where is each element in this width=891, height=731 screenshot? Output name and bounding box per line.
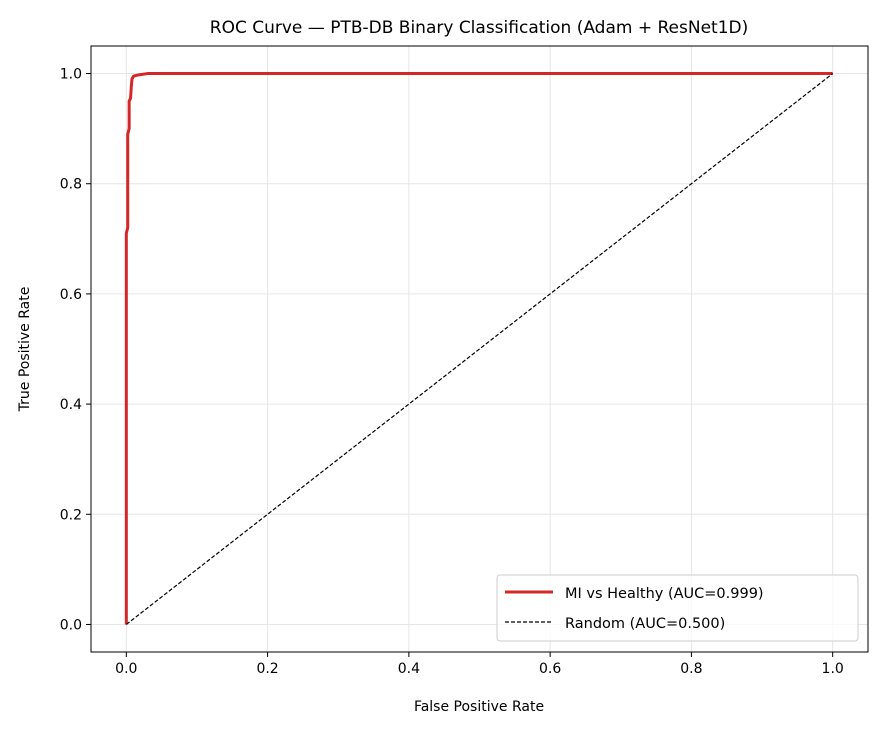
x-tick-label: 0.4	[398, 661, 420, 677]
roc-curve-line	[124, 72, 833, 625]
chart-title: ROC Curve — PTB-DB Binary Classification…	[210, 18, 748, 38]
series-layer	[124, 72, 834, 625]
y-tick-label: 0.8	[60, 177, 82, 193]
y-tick-label: 0.0	[60, 617, 82, 633]
x-tick-label: 0.2	[256, 661, 278, 677]
legend-label-mi: MI vs Healthy (AUC=0.999)	[565, 586, 764, 602]
x-tick-label: 0.6	[539, 661, 561, 677]
random-baseline-line	[125, 73, 834, 625]
legend: MI vs Healthy (AUC=0.999) Random (AUC=0.…	[496, 574, 859, 642]
y-axis-label: True Positive Rate	[17, 287, 33, 413]
x-tick-label: 0.8	[680, 661, 702, 677]
y-tick-label: 0.2	[60, 507, 82, 523]
ticks: 0.0 0.2 0.4 0.6 0.8 1.0 0.0 0.2 0.4 0.6 0.8 1.0	[60, 67, 844, 677]
plot-frame	[90, 45, 869, 653]
x-tick-label: 0.0	[115, 661, 137, 677]
y-tick-label: 0.4	[60, 397, 82, 413]
x-axis-label: False Positive Rate	[414, 699, 544, 715]
y-tick-label: 0.6	[60, 287, 82, 303]
legend-label-random: Random (AUC=0.500)	[565, 616, 725, 632]
x-tick-label: 1.0	[822, 661, 844, 677]
y-tick-label: 1.0	[60, 67, 82, 83]
legend-box	[496, 574, 859, 642]
